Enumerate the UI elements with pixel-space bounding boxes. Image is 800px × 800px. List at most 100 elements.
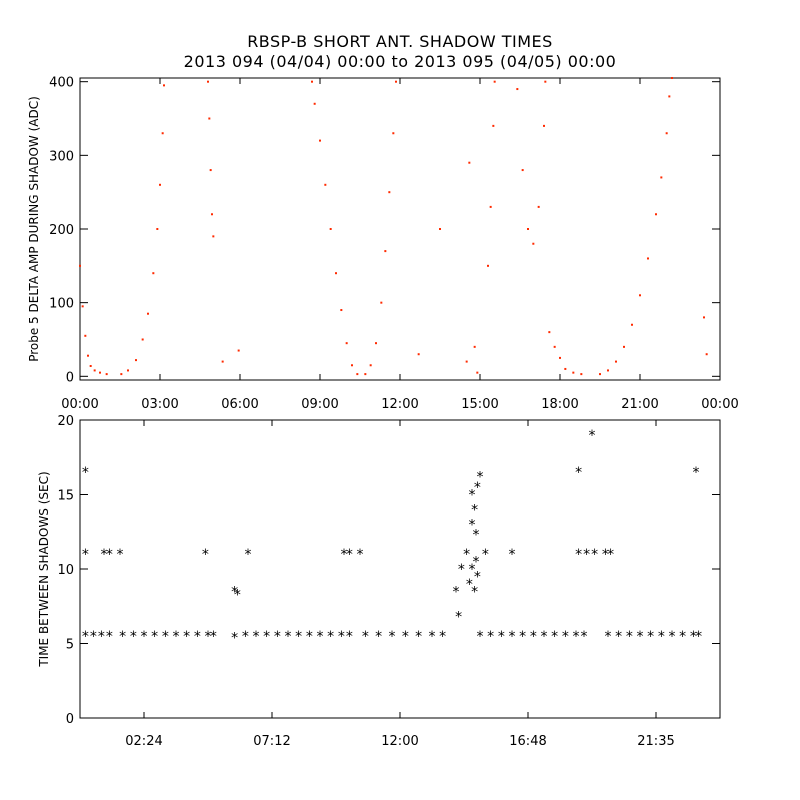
data-point: * [106,629,113,645]
x-tick-label: 09:00 [301,397,338,412]
data-point [93,369,96,372]
data-point [345,342,348,345]
data-point [380,301,383,304]
data-point: * [482,547,489,563]
data-point: * [402,629,409,645]
data-point: * [471,502,478,518]
data-point: * [509,547,516,563]
data-point: * [602,547,609,563]
data-point: * [327,629,334,645]
data-point [87,354,89,357]
x-tick-label: 00:00 [61,397,98,412]
data-point [487,264,489,267]
data-point: * [98,629,105,645]
data-point [221,360,224,363]
data-point: * [658,629,665,645]
data-point: * [473,528,480,544]
data-point: * [130,629,137,645]
data-point: * [509,629,516,645]
data-point: * [341,547,348,563]
data-point [639,294,641,297]
x-tick-label: 12:00 [381,397,418,412]
data-point: * [306,629,313,645]
data-point [319,139,321,142]
y-tick-label: 0 [66,712,74,727]
data-point [159,183,161,186]
data-point [369,364,372,367]
data-point: * [693,465,700,481]
data-point: * [498,629,505,645]
data-point [647,257,649,260]
chart-title: RBSP-B SHORT ANT. SHADOW TIMES [247,32,553,51]
x-tick-label: 06:00 [221,397,258,412]
data-point [572,371,575,374]
y-tick-label: 0 [66,370,74,385]
data-point [127,369,129,372]
data-point: * [375,629,382,645]
x-tick-label: 12:00 [381,734,418,749]
y-tick-label: 300 [49,149,74,164]
data-point: * [469,517,476,533]
data-point: * [151,629,158,645]
data-point [208,117,211,120]
data-point [105,373,108,376]
data-point: * [562,629,569,645]
data-point: * [253,629,260,645]
data-point [417,353,420,356]
data-point [668,95,671,98]
data-point: * [429,629,436,645]
data-point: * [90,629,97,645]
data-point [156,228,159,230]
data-point: * [117,547,124,563]
data-point: * [519,629,526,645]
data-point: * [439,629,446,645]
data-point [631,323,633,326]
data-point: * [346,629,353,645]
data-point [465,360,468,363]
data-point: * [474,480,481,496]
data-point [329,228,332,230]
data-point [703,316,705,319]
data-point: * [589,428,596,444]
data-point [99,371,101,374]
data-point: * [626,629,633,645]
data-point: * [242,629,249,645]
data-point: * [573,629,580,645]
data-point: * [473,555,480,571]
data-point [527,228,529,230]
x-tick-label: 03:00 [141,397,178,412]
data-point: * [471,584,478,600]
bottom-panel-interval: 02:24 07:12 12:00 16:48 21:35 0 5 10 15 20 TIME BE… [37,414,721,749]
data-point [375,342,377,345]
data-point [492,124,495,127]
data-point [392,132,395,135]
data-point: * [194,629,201,645]
data-point: * [173,629,180,645]
data-point [532,242,535,245]
data-point [489,205,492,208]
data-point: * [695,629,702,645]
data-point [615,360,617,363]
data-point [660,176,663,179]
data-point: * [346,547,353,563]
data-point [439,228,441,230]
data-point [313,102,316,105]
data-point: * [575,547,582,563]
data-point: * [338,629,345,645]
data-point [340,309,343,312]
data-point: * [647,629,654,645]
data-point [388,191,391,194]
data-point: * [183,629,190,645]
data-point: * [583,547,590,563]
x-tick-label: 16:48 [509,734,546,749]
data-point [147,312,149,315]
data-point [543,124,545,127]
data-point [548,331,551,334]
data-point [212,235,215,238]
data-point: * [466,577,473,593]
data-point [468,161,471,164]
data-point [384,250,387,253]
data-point [211,213,213,216]
x-tick-label: 07:12 [253,734,290,749]
data-point: * [469,488,476,504]
